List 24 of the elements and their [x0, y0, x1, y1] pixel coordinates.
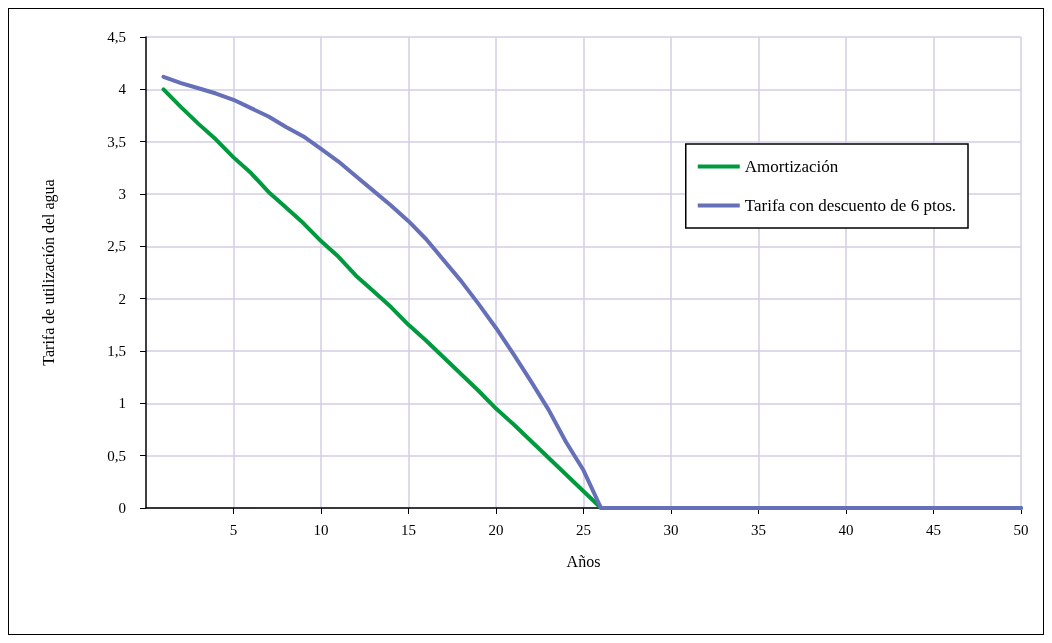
y-tick-label: 1,5: [107, 343, 126, 359]
y-tick-label: 3: [118, 186, 126, 202]
y-tick-label: 2: [118, 290, 126, 307]
x-tick-label: 20: [488, 521, 504, 538]
x-tick-label: 15: [401, 521, 416, 538]
x-tick-label: 25: [576, 521, 591, 538]
y-axis-title: Tarifa de utilización del agua: [39, 179, 58, 366]
x-axis-title: Años: [566, 552, 601, 570]
x-tick-label: 5: [229, 521, 238, 538]
x-tick-label: 35: [751, 521, 766, 538]
y-tick-label: 4: [118, 81, 127, 98]
x-tick-label: 10: [313, 521, 329, 538]
legend-label: Amortización: [744, 157, 839, 176]
y-tick-label: 1: [118, 395, 126, 412]
y-tick-label: 0,5: [107, 447, 126, 464]
x-tick-label: 50: [1013, 521, 1029, 538]
y-tick-label: 0: [118, 500, 126, 516]
x-tick-label: 40: [838, 521, 854, 538]
legend-label: Tarifa con descuento de 6 ptos.: [744, 196, 957, 215]
y-tick-label: 2,5: [107, 238, 126, 255]
y-tick-label: 4,5: [107, 29, 126, 45]
y-tick-label: 3,5: [107, 133, 126, 150]
x-tick-label: 30: [663, 521, 679, 538]
x-tick-label: 45: [926, 521, 941, 538]
